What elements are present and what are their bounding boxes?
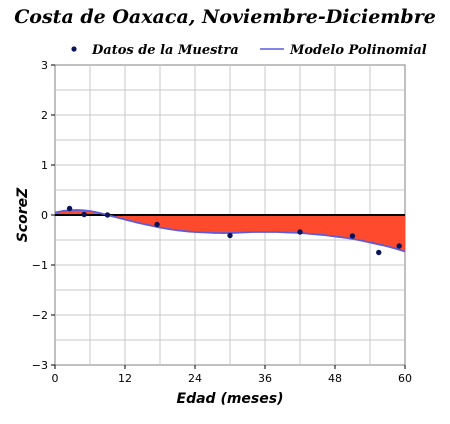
legend-label-curve: Modelo Polinomial xyxy=(289,43,427,58)
y-axis-label: ScoreZ xyxy=(15,187,31,242)
y-axis-ticks: −3 −2 −1 0 1 2 3 xyxy=(32,59,55,372)
y-tick-label: −1 xyxy=(32,259,48,272)
y-tick-label: 0 xyxy=(41,209,48,222)
data-point xyxy=(104,212,111,218)
x-tick-label: 48 xyxy=(328,372,342,385)
data-point xyxy=(297,229,303,235)
data-point xyxy=(154,221,160,228)
difference-area xyxy=(55,209,405,252)
chart-title: Costa de Oaxaca, Noviembre-Diciembre xyxy=(14,6,436,28)
legend-label-points: Datos de la Muestra xyxy=(91,43,239,58)
data-point xyxy=(227,232,233,239)
y-tick-label: 1 xyxy=(41,159,48,172)
x-axis-label: Edad (meses) xyxy=(177,391,284,407)
x-tick-label: 60 xyxy=(398,372,412,385)
x-tick-label: 36 xyxy=(258,372,272,385)
data-point xyxy=(81,211,87,218)
y-tick-label: 3 xyxy=(41,59,48,72)
legend: Datos de la Muestra Modelo Polinomial xyxy=(71,43,427,58)
x-tick-label: 0 xyxy=(52,372,59,385)
y-tick-label: −2 xyxy=(32,309,48,322)
x-tick-label: 24 xyxy=(188,372,202,385)
legend-marker-points xyxy=(71,46,77,52)
data-point xyxy=(349,233,356,239)
data-point xyxy=(376,249,382,256)
x-tick-label: 12 xyxy=(118,372,132,385)
difference-fill xyxy=(55,209,405,252)
data-point xyxy=(66,205,73,212)
sample-points-layer xyxy=(66,205,402,256)
y-tick-label: 2 xyxy=(41,109,48,122)
data-point xyxy=(396,243,402,249)
x-axis-ticks: 0 12 24 36 48 60 xyxy=(52,365,412,385)
y-tick-label: −3 xyxy=(32,359,48,372)
